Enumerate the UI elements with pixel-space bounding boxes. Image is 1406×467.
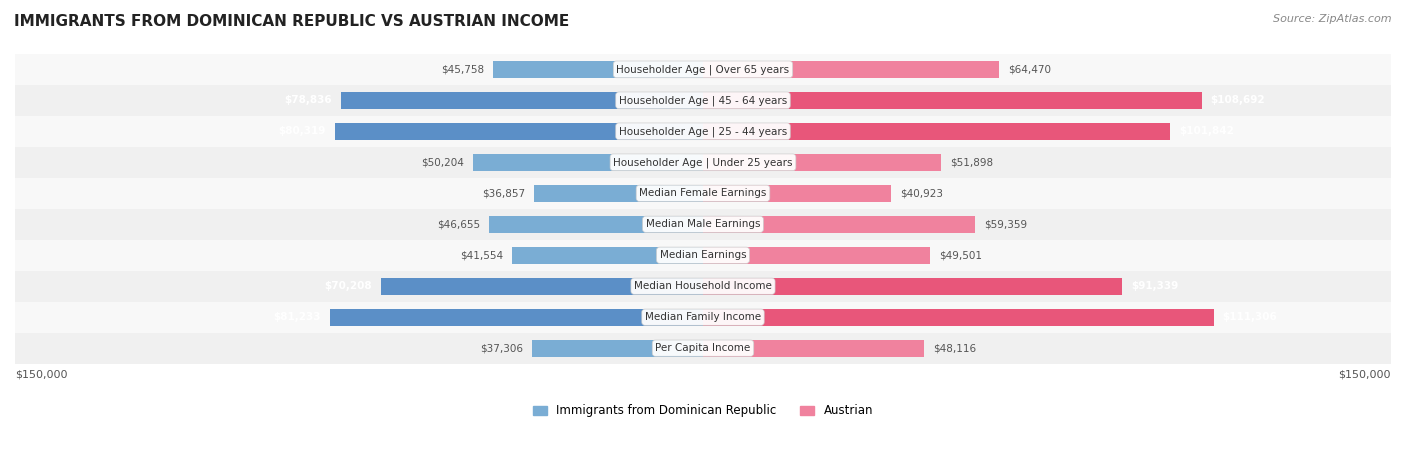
Bar bbox=[330, 309, 703, 325]
Bar bbox=[703, 278, 1122, 295]
Text: Median Female Earnings: Median Female Earnings bbox=[640, 188, 766, 198]
Text: $81,233: $81,233 bbox=[274, 312, 321, 322]
Bar bbox=[342, 92, 703, 109]
Text: IMMIGRANTS FROM DOMINICAN REPUBLIC VS AUSTRIAN INCOME: IMMIGRANTS FROM DOMINICAN REPUBLIC VS AU… bbox=[14, 14, 569, 29]
Text: Median Family Income: Median Family Income bbox=[645, 312, 761, 322]
Bar bbox=[472, 154, 703, 171]
Text: Median Male Earnings: Median Male Earnings bbox=[645, 219, 761, 229]
Text: $40,923: $40,923 bbox=[900, 188, 943, 198]
Bar bbox=[703, 185, 890, 202]
Bar bbox=[703, 61, 998, 78]
Text: $59,359: $59,359 bbox=[984, 219, 1028, 229]
Bar bbox=[381, 278, 703, 295]
Bar bbox=[703, 123, 1170, 140]
Text: $48,116: $48,116 bbox=[932, 343, 976, 353]
Text: $37,306: $37,306 bbox=[479, 343, 523, 353]
Bar bbox=[15, 240, 1391, 271]
Bar bbox=[534, 185, 703, 202]
Text: $46,655: $46,655 bbox=[437, 219, 479, 229]
Bar bbox=[703, 216, 976, 233]
Text: $80,319: $80,319 bbox=[278, 126, 325, 136]
Text: $150,000: $150,000 bbox=[15, 370, 67, 380]
Text: Householder Age | Under 25 years: Householder Age | Under 25 years bbox=[613, 157, 793, 168]
Text: $70,208: $70,208 bbox=[325, 281, 371, 291]
Text: $41,554: $41,554 bbox=[460, 250, 503, 260]
Text: $91,339: $91,339 bbox=[1130, 281, 1178, 291]
Text: Householder Age | 25 - 44 years: Householder Age | 25 - 44 years bbox=[619, 126, 787, 136]
Text: Householder Age | Over 65 years: Householder Age | Over 65 years bbox=[616, 64, 790, 75]
Bar bbox=[489, 216, 703, 233]
Bar bbox=[703, 340, 924, 357]
Bar bbox=[703, 92, 1202, 109]
Bar bbox=[335, 123, 703, 140]
Bar bbox=[494, 61, 703, 78]
Text: $111,306: $111,306 bbox=[1223, 312, 1278, 322]
Text: $36,857: $36,857 bbox=[482, 188, 524, 198]
Text: $64,470: $64,470 bbox=[1008, 64, 1050, 74]
Bar bbox=[512, 247, 703, 264]
Bar bbox=[15, 178, 1391, 209]
Text: $78,836: $78,836 bbox=[284, 95, 332, 106]
Text: $49,501: $49,501 bbox=[939, 250, 983, 260]
Bar bbox=[15, 54, 1391, 85]
Text: Per Capita Income: Per Capita Income bbox=[655, 343, 751, 353]
Bar bbox=[703, 247, 929, 264]
Text: Source: ZipAtlas.com: Source: ZipAtlas.com bbox=[1274, 14, 1392, 24]
Bar bbox=[15, 302, 1391, 333]
Text: Householder Age | 45 - 64 years: Householder Age | 45 - 64 years bbox=[619, 95, 787, 106]
Text: $45,758: $45,758 bbox=[441, 64, 484, 74]
Text: $101,842: $101,842 bbox=[1180, 126, 1234, 136]
Bar bbox=[15, 271, 1391, 302]
Text: $150,000: $150,000 bbox=[1339, 370, 1391, 380]
Text: $50,204: $50,204 bbox=[420, 157, 464, 167]
Bar bbox=[15, 116, 1391, 147]
Bar bbox=[15, 147, 1391, 178]
Bar bbox=[15, 333, 1391, 364]
Bar bbox=[703, 309, 1213, 325]
Bar bbox=[531, 340, 703, 357]
Legend: Immigrants from Dominican Republic, Austrian: Immigrants from Dominican Republic, Aust… bbox=[529, 399, 877, 422]
Text: Median Household Income: Median Household Income bbox=[634, 281, 772, 291]
Bar bbox=[15, 209, 1391, 240]
Text: Median Earnings: Median Earnings bbox=[659, 250, 747, 260]
Bar bbox=[15, 85, 1391, 116]
Bar bbox=[703, 154, 941, 171]
Text: $51,898: $51,898 bbox=[950, 157, 993, 167]
Text: $108,692: $108,692 bbox=[1211, 95, 1265, 106]
